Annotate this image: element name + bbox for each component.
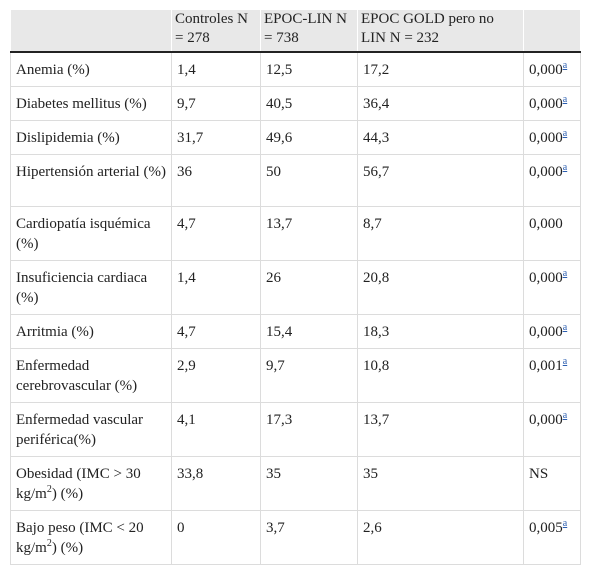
cell-p-value: 0,000 [523,206,581,261]
cell-p-value: 0,000a [523,260,581,315]
comorbidity-table-container: Controles N = 278 EPOC-LIN N = 738 EPOC … [10,10,581,565]
table-row: Cardiopatía isquémica (%) 4,7 13,7 8,7 0… [10,206,581,261]
footnote-link[interactable]: a [562,60,568,71]
cell-epoc-lin: 40,5 [260,86,358,121]
p-value-text: 0,000 [529,324,563,340]
row-label-text: Obesidad (IMC > 30 kg/m [16,466,141,502]
table-row: Diabetes mellitus (%) 9,7 40,5 36,4 0,00… [10,86,581,121]
cell-controles: 4,7 [171,314,261,349]
cell-p-value: 0,000a [523,52,581,87]
p-value-text: NS [529,466,549,482]
cell-controles: 1,4 [171,52,261,87]
cell-epoc-lin: 17,3 [260,402,358,457]
cell-controles: 2,9 [171,348,261,403]
cell-epoc-gold: 13,7 [357,402,524,457]
cell-p-value: 0,000a [523,86,581,121]
cell-epoc-gold: 2,6 [357,510,524,565]
table-row: Hipertensión arterial (%) 36 50 56,7 0,0… [10,154,581,207]
cell-p-value: 0,005a [523,510,581,565]
p-value-text: 0,000 [529,62,563,78]
table-row: Insuficiencia cardiaca (%) 1,4 26 20,8 0… [10,260,581,315]
cell-epoc-lin: 13,7 [260,206,358,261]
p-value-text: 0,005 [529,520,563,536]
footnote-link[interactable]: a [562,518,568,529]
p-value-text: 0,000 [529,412,563,428]
cell-epoc-lin: 15,4 [260,314,358,349]
cell-controles: 9,7 [171,86,261,121]
header-cell-variable [10,10,172,53]
cell-epoc-gold: 35 [357,456,524,511]
header-cell-p-value [523,10,581,53]
row-label: Diabetes mellitus (%) [10,86,172,121]
header-cell-epoc-lin: EPOC-LIN N = 738 [260,10,358,53]
cell-epoc-gold: 18,3 [357,314,524,349]
cell-controles: 4,1 [171,402,261,457]
cell-epoc-gold: 10,8 [357,348,524,403]
cell-p-value: NS [523,456,581,511]
footnote-link[interactable]: a [562,322,568,333]
table-header-row: Controles N = 278 EPOC-LIN N = 738 EPOC … [10,10,581,53]
p-value-text: 0,000 [529,216,563,232]
cell-controles: 4,7 [171,206,261,261]
table-row: Obesidad (IMC > 30 kg/m2) (%) 33,8 35 35… [10,456,581,511]
p-value-text: 0,000 [529,130,563,146]
footnote-link[interactable]: a [562,162,568,173]
cell-epoc-lin: 49,6 [260,120,358,155]
cell-epoc-gold: 8,7 [357,206,524,261]
cell-epoc-lin: 3,7 [260,510,358,565]
footnote-link[interactable]: a [562,94,568,105]
row-label: Enfermedad vascular periférica(%) [10,402,172,457]
cell-controles: 1,4 [171,260,261,315]
p-value-text: 0,001 [529,358,563,374]
p-value-text: 0,000 [529,270,563,286]
cell-p-value: 0,000a [523,154,581,207]
cell-epoc-gold: 56,7 [357,154,524,207]
footnote-link[interactable]: a [562,128,568,139]
cell-epoc-lin: 12,5 [260,52,358,87]
cell-controles: 31,7 [171,120,261,155]
footnote-link[interactable]: a [562,356,568,367]
row-label-suffix: ) (%) [51,486,84,502]
table-row: Dislipidemia (%) 31,7 49,6 44,3 0,000a [10,120,581,155]
footnote-link[interactable]: a [562,410,568,421]
cell-p-value: 0,000a [523,314,581,349]
cell-epoc-lin: 35 [260,456,358,511]
cell-p-value: 0,000a [523,402,581,457]
cell-p-value: 0,000a [523,120,581,155]
row-label-suffix: ) (%) [51,540,84,556]
cell-epoc-gold: 36,4 [357,86,524,121]
cell-epoc-lin: 9,7 [260,348,358,403]
header-cell-epoc-gold: EPOC GOLD pero no LIN N = 232 [357,10,524,53]
table-row: Enfermedad cerebrovascular (%) 2,9 9,7 1… [10,348,581,403]
row-label: Hipertensión arterial (%) [10,154,172,207]
row-label: Cardiopatía isquémica (%) [10,206,172,261]
cell-p-value: 0,001a [523,348,581,403]
cell-controles: 36 [171,154,261,207]
cell-epoc-lin: 50 [260,154,358,207]
table-row: Bajo peso (IMC < 20 kg/m2) (%) 0 3,7 2,6… [10,510,581,565]
comorbidity-table: Controles N = 278 EPOC-LIN N = 738 EPOC … [10,10,581,565]
row-label: Bajo peso (IMC < 20 kg/m2) (%) [10,510,172,565]
p-value-text: 0,000 [529,164,563,180]
cell-controles: 33,8 [171,456,261,511]
header-cell-controles: Controles N = 278 [171,10,261,53]
table-row: Anemia (%) 1,4 12,5 17,2 0,000a [10,52,581,87]
cell-epoc-gold: 20,8 [357,260,524,315]
row-label: Enfermedad cerebrovascular (%) [10,348,172,403]
table-row: Enfermedad vascular periférica(%) 4,1 17… [10,402,581,457]
cell-epoc-gold: 17,2 [357,52,524,87]
row-label: Anemia (%) [10,52,172,87]
cell-epoc-gold: 44,3 [357,120,524,155]
cell-epoc-lin: 26 [260,260,358,315]
p-value-text: 0,000 [529,96,563,112]
row-label: Insuficiencia cardiaca (%) [10,260,172,315]
cell-controles: 0 [171,510,261,565]
exponent: 2 [46,484,52,495]
row-label: Arritmia (%) [10,314,172,349]
footnote-link[interactable]: a [562,268,568,279]
table-row: Arritmia (%) 4,7 15,4 18,3 0,000a [10,314,581,349]
row-label: Obesidad (IMC > 30 kg/m2) (%) [10,456,172,511]
row-label: Dislipidemia (%) [10,120,172,155]
